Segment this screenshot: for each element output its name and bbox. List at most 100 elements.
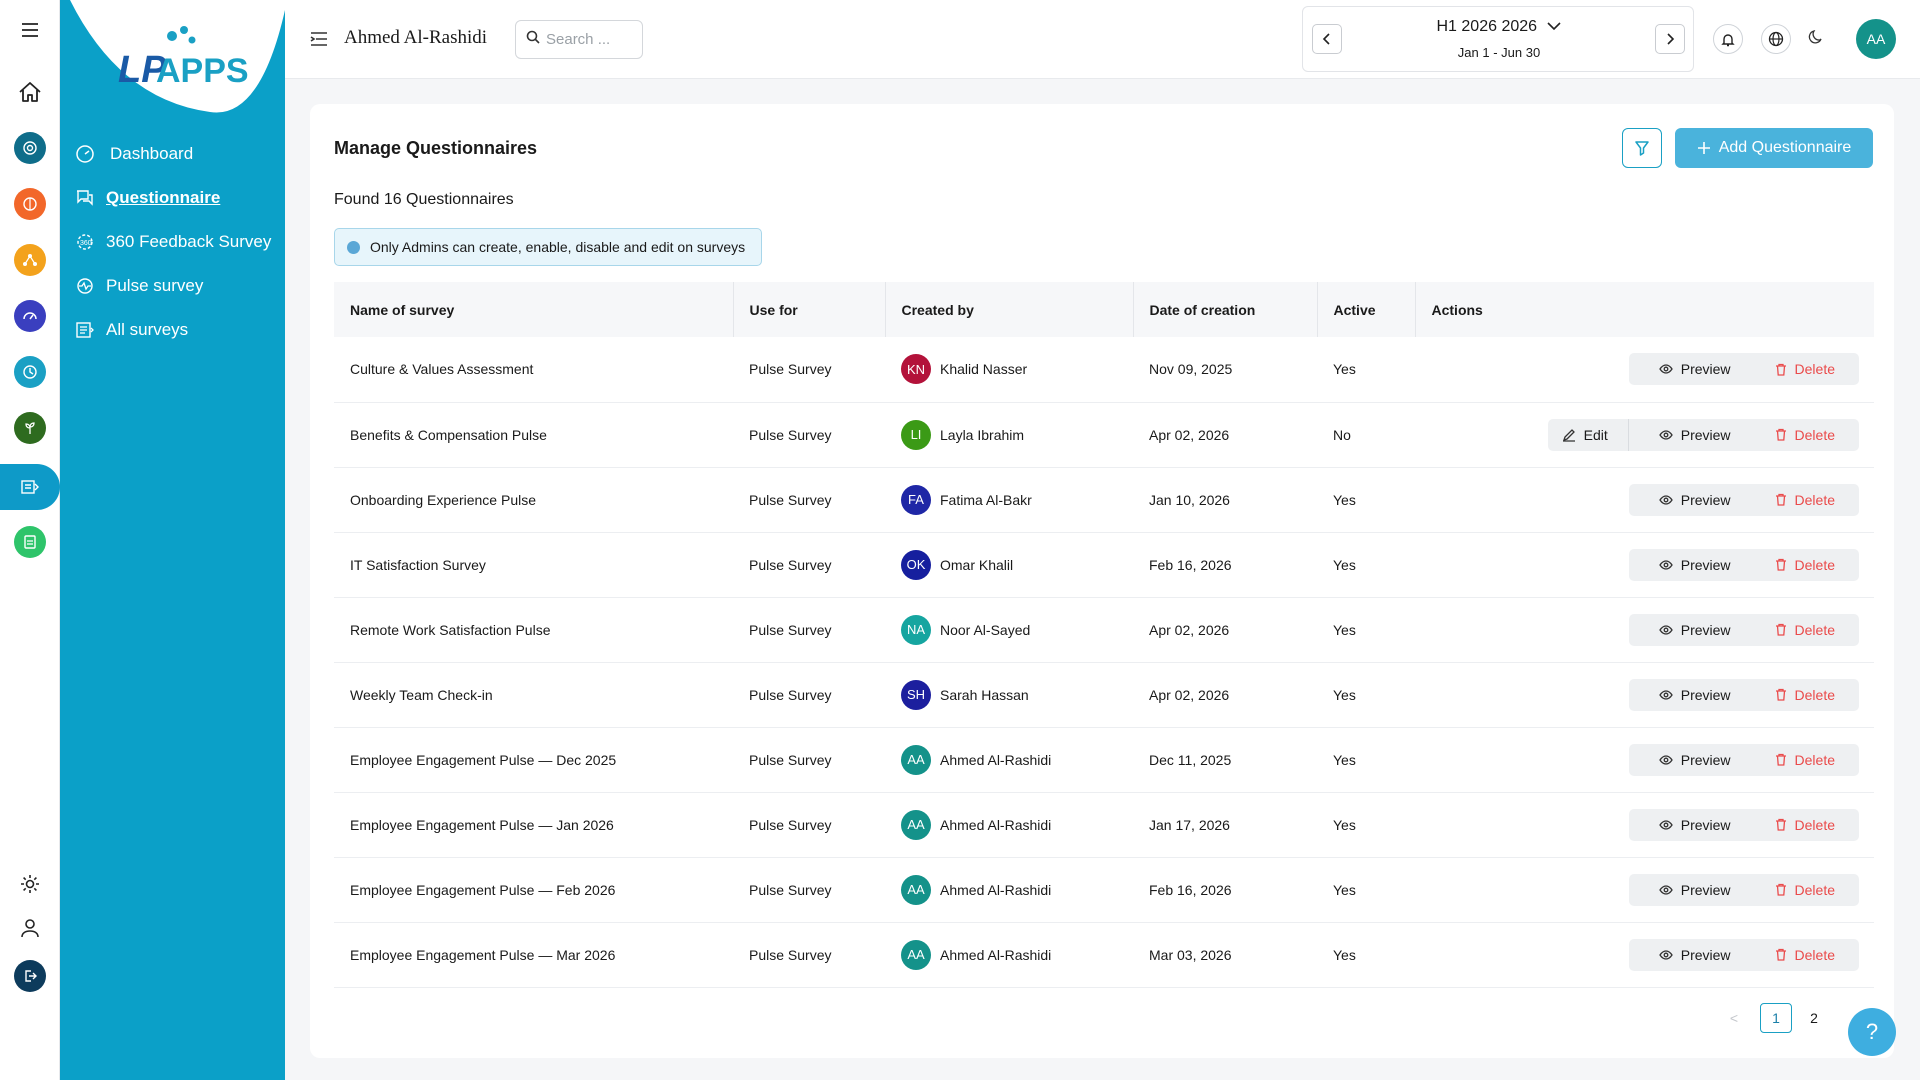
column-header-name[interactable]: Name of survey [334, 282, 734, 337]
avatar: OK [901, 549, 931, 580]
row-actions: Preview Delete [1628, 613, 1859, 646]
clock-icon[interactable] [0, 350, 60, 394]
creator: AA Ahmed Al-Rashidi [901, 874, 1133, 905]
bell-icon [1721, 33, 1735, 46]
preview-button[interactable]: Preview [1629, 353, 1755, 385]
edit-button[interactable]: Edit [1548, 418, 1629, 451]
delete-button[interactable]: Delete [1755, 679, 1859, 711]
notification-button[interactable] [1713, 24, 1743, 54]
trash-icon [1775, 363, 1786, 376]
active-status: Yes [1333, 556, 1356, 573]
sidebar-item-pulse-survey[interactable]: Pulse survey [74, 271, 203, 301]
sidebar-item-questionnaire[interactable]: Questionnaire [74, 183, 220, 213]
trash-icon [1775, 753, 1786, 766]
filter-button[interactable] [1622, 128, 1662, 168]
language-button[interactable] [1761, 24, 1791, 54]
use-for: Pulse Survey [749, 621, 832, 638]
delete-button[interactable]: Delete [1755, 744, 1859, 776]
period-title[interactable]: H1 2026 2026 [1303, 18, 1695, 36]
admin-notice: Only Admins can create, enable, disable … [334, 228, 763, 266]
previous-period-button[interactable] [1312, 24, 1342, 54]
delete-button[interactable]: Delete [1755, 809, 1859, 841]
creator: OK Omar Khalil [901, 549, 1133, 580]
report-icon[interactable] [0, 520, 60, 564]
sidebar-item-label: Dashboard [110, 144, 194, 163]
survey-icon[interactable] [0, 464, 60, 510]
column-header-use-for[interactable]: Use for [733, 282, 886, 337]
preview-button[interactable]: Preview [1629, 874, 1755, 906]
search-box[interactable] [515, 20, 643, 59]
survey-name: Employee Engagement Pulse — Dec 2025 [350, 751, 617, 768]
creation-date: Apr 02, 2026 [1149, 686, 1230, 703]
next-period-button[interactable] [1655, 24, 1685, 54]
use-for: Pulse Survey [749, 491, 832, 508]
row-actions: Preview Delete [1628, 483, 1859, 516]
sidebar-item-dashboard[interactable]: Dashboard [74, 139, 193, 169]
creator: KN Khalid Nasser [901, 354, 1133, 385]
creator: NA Noor Al-Sayed [901, 614, 1133, 645]
column-header-date[interactable]: Date of creation [1133, 282, 1318, 337]
delete-button[interactable]: Delete [1755, 614, 1859, 646]
preview-button[interactable]: Preview [1629, 744, 1755, 776]
active-status: Yes [1333, 816, 1356, 833]
settings-icon[interactable] [0, 862, 60, 906]
trash-icon [1775, 428, 1786, 441]
preview-button[interactable]: Preview [1629, 679, 1755, 711]
delete-button[interactable]: Delete [1755, 874, 1859, 906]
help-button[interactable]: ? [1848, 1008, 1896, 1056]
feedback-icon: 360 [74, 231, 96, 253]
chevron-down-icon [1547, 22, 1562, 31]
collapse-sidebar-icon[interactable] [309, 29, 329, 49]
preview-button[interactable]: Preview [1629, 484, 1755, 516]
creator-name: Noor Al-Sayed [940, 621, 1031, 638]
add-questionnaire-button[interactable]: Add Questionnaire [1675, 128, 1873, 168]
dark-mode-toggle[interactable] [1808, 29, 1828, 49]
period-selector: H1 2026 2026 Jan 1 - Jun 30 [1302, 6, 1694, 72]
preview-button[interactable]: Preview [1629, 549, 1755, 581]
delete-button[interactable]: Delete [1755, 353, 1859, 385]
home-icon[interactable] [0, 70, 60, 114]
preview-button[interactable]: Preview [1629, 614, 1755, 646]
delete-button[interactable]: Delete [1755, 419, 1859, 451]
brain-icon[interactable] [0, 182, 60, 226]
delete-button[interactable]: Delete [1755, 484, 1859, 516]
delete-button[interactable]: Delete [1755, 549, 1859, 581]
table-row: Culture & Values Assessment Pulse Survey K… [334, 337, 1874, 402]
logout-icon[interactable] [0, 954, 60, 998]
column-header-active[interactable]: Active [1317, 282, 1416, 337]
sidebar-item-360-feedback[interactable]: 360 360 Feedback Survey [74, 227, 271, 257]
table-row: Onboarding Experience Pulse Pulse Survey F… [334, 467, 1874, 532]
use-for: Pulse Survey [749, 426, 832, 443]
avatar: FA [901, 484, 931, 515]
pulse-icon [74, 275, 96, 297]
avatar: KN [901, 354, 931, 385]
sidebar-item-label: 360 Feedback Survey [106, 232, 272, 251]
avatar[interactable]: AA [1856, 19, 1896, 59]
preview-button[interactable]: Preview [1629, 939, 1755, 971]
preview-button[interactable]: Preview [1629, 419, 1755, 451]
menu-toggle-icon[interactable] [0, 8, 60, 52]
filter-icon [1635, 141, 1649, 156]
pagination-page-1[interactable]: 1 [1760, 1003, 1792, 1033]
top-header: Ahmed Al-Rashidi H1 2026 2026 Jan 1 - Ju… [285, 0, 1920, 79]
column-header-created-by[interactable]: Created by [885, 282, 1134, 337]
delete-button[interactable]: Delete [1755, 939, 1859, 971]
network-icon[interactable] [0, 238, 60, 282]
moon-icon [1808, 30, 1822, 44]
gauge-icon[interactable] [0, 294, 60, 338]
pagination-page-2[interactable]: 2 [1810, 1010, 1818, 1026]
table-row: Employee Engagement Pulse — Jan 2026 Puls… [334, 792, 1874, 857]
brand-logo[interactable]: LP APPS [60, 0, 285, 118]
creator: SH Sarah Hassan [901, 679, 1133, 710]
table-row: Benefits & Compensation Pulse Pulse Surve… [334, 402, 1874, 467]
user-icon[interactable] [0, 906, 60, 950]
preview-button[interactable]: Preview [1629, 809, 1755, 841]
use-for: Pulse Survey [749, 686, 832, 703]
survey-name: Employee Engagement Pulse — Mar 2026 [350, 946, 616, 963]
sidebar-item-all-surveys[interactable]: All surveys [74, 315, 188, 345]
plant-icon[interactable] [0, 406, 60, 450]
pagination-prev[interactable]: < [1729, 1010, 1739, 1026]
main-card: Manage Questionnaires Add Questionnaire … [310, 104, 1894, 1058]
search-input[interactable] [546, 31, 636, 48]
target-icon[interactable] [0, 126, 60, 170]
